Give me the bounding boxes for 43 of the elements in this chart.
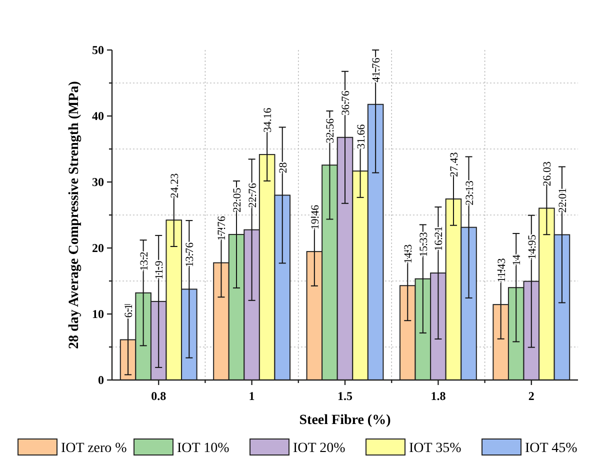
y-tick-label: 50 [92,43,104,58]
data-label: 23.13 [464,180,476,206]
data-label: 32.56 [324,118,337,144]
x-tick-label: 0.8 [151,389,166,403]
legend-label: IOT 10% [177,440,230,456]
data-label: 41.76 [370,57,383,82]
data-label: 22.05 [232,187,244,212]
data-label: 13.2 [138,252,150,271]
data-label: 11.43 [496,258,508,283]
data-label: 16.21 [433,226,446,252]
data-label: 28 [277,162,290,174]
data-label: 6.1 [123,304,136,318]
data-label: 24.23 [168,172,181,198]
y-tick-label: 0 [98,373,104,388]
data-label: 34.16 [262,107,274,133]
x-tick-label: 1.8 [430,389,446,403]
x-tick-label: 2 [528,389,534,403]
data-label: 11.9 [154,260,166,280]
y-tick-label: 10 [92,307,104,322]
data-label: 36.76 [340,90,352,116]
y-tick-label: 30 [92,175,104,190]
data-label: 27.43 [448,152,460,177]
legend-label: IOT 20% [293,440,346,456]
data-label: 13.76 [184,242,196,268]
data-label: 22.76 [246,182,259,208]
x-axis-title: Steel Fibre (%) [299,413,392,428]
data-label: 22.01 [556,188,569,213]
legend-label: IOT zero % [61,440,128,456]
data-label: 31.66 [355,124,368,150]
data-label: 26.03 [542,160,554,186]
legend-label: IOT 45% [525,440,578,456]
legend-label: IOT 35% [409,440,462,456]
data-label: 15.33 [418,232,430,257]
y-tick-label: 40 [92,109,104,124]
data-label: 17.76 [216,216,228,241]
y-axis-title: 28 day Average Compressive Strength (MPa) [67,80,82,349]
x-tick-label: 1 [248,389,255,403]
data-label: 14.95 [526,234,538,260]
data-label: 14 [511,254,524,266]
x-tick-label: 1.5 [338,389,352,403]
data-label: 14.3 [402,244,415,264]
y-tick-label: 20 [92,241,104,256]
data-label: 19.46 [309,204,322,230]
